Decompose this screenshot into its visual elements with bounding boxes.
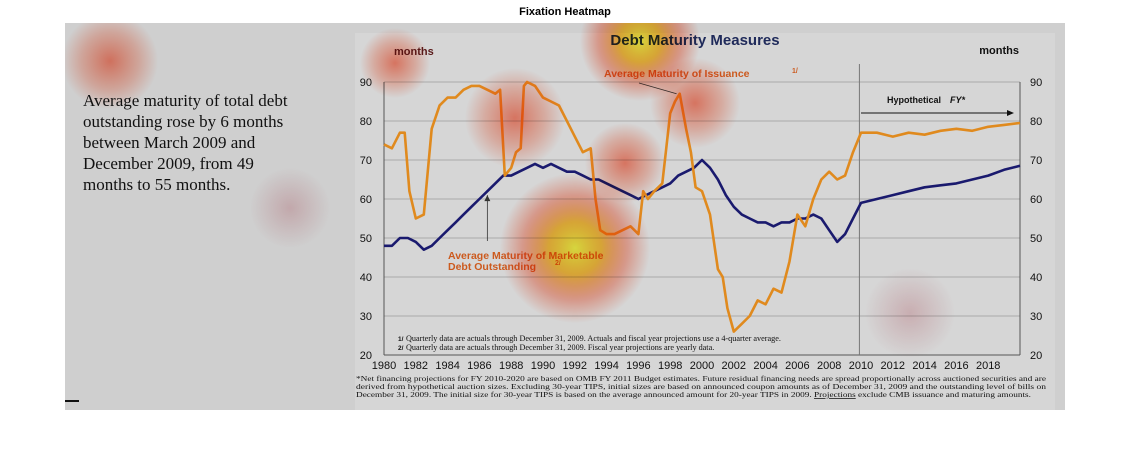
x-tick-1980: 1980 <box>372 360 396 372</box>
hypothetical-fy-label: FY* <box>950 95 966 105</box>
y-tick-right-30: 30 <box>1030 311 1042 323</box>
fixation-blob-left <box>250 168 330 248</box>
fixation-blob-center <box>465 68 565 168</box>
x-tick-1984: 1984 <box>435 360 459 372</box>
x-tick-2016: 2016 <box>944 360 968 372</box>
y-tick-right-60: 60 <box>1030 194 1042 206</box>
fixation-blob-issuance <box>650 58 740 148</box>
y-label-right: months <box>979 45 1019 57</box>
note-line-3-tail: exclude CMB issuance and maturing amount… <box>856 390 1031 399</box>
slide-image: 20 20 30 30 40 40 50 50 60 60 70 70 80 80 90 90 1980 1982… <box>62 0 1065 410</box>
y-tick-left-80: 80 <box>360 116 372 128</box>
fixation-blob-mid <box>585 123 665 203</box>
y-tick-right-20: 20 <box>1030 350 1042 362</box>
note-line-2: derived from hypothetical auction sizes.… <box>356 382 1046 391</box>
y-tick-left-30: 30 <box>360 311 372 323</box>
x-tick-2010: 2010 <box>849 360 873 372</box>
scale-mark <box>65 400 79 402</box>
x-tick-2008: 2008 <box>817 360 841 372</box>
fixation-blob-marketable <box>500 173 650 323</box>
x-tick-1998: 1998 <box>658 360 682 372</box>
x-tick-2018: 2018 <box>976 360 1000 372</box>
x-tick-1996: 1996 <box>626 360 650 372</box>
fixation-blob-right <box>865 268 955 358</box>
y-tick-right-70: 70 <box>1030 155 1042 167</box>
figure-title: Fixation Heatmap <box>519 6 611 18</box>
x-tick-1994: 1994 <box>594 360 618 372</box>
note-line-3: December 31, 2009. The initial size for … <box>356 390 1031 399</box>
x-tick-1992: 1992 <box>563 360 587 372</box>
fixation-heatmap-overlay <box>62 0 955 358</box>
marketable-arrowhead <box>484 195 491 202</box>
y-tick-left-60: 60 <box>360 194 372 206</box>
note-line-3-text: December 31, 2009. The initial size for … <box>356 390 814 399</box>
y-tick-left-50: 50 <box>360 233 372 245</box>
footnote-2-marker: 2/ <box>398 345 404 352</box>
footnote-2: Quarterly data are actuals through Decem… <box>406 343 714 352</box>
issuance-note-marker: 1/ <box>792 68 798 75</box>
footnote-1-marker: 1/ <box>398 336 404 343</box>
y-tick-left-70: 70 <box>360 155 372 167</box>
note-projections-word: Projections <box>814 390 856 399</box>
y-tick-right-80: 80 <box>1030 116 1042 128</box>
x-tick-1990: 1990 <box>531 360 555 372</box>
x-tick-2012: 2012 <box>881 360 905 372</box>
y-tick-right-90: 90 <box>1030 77 1042 89</box>
series-line-marketable-debt <box>384 158 1021 251</box>
fixation-blob-months <box>360 28 430 98</box>
x-tick-1988: 1988 <box>499 360 523 372</box>
y-tick-left-20: 20 <box>360 350 372 362</box>
x-tick-1982: 1982 <box>404 360 428 372</box>
x-tick-2000: 2000 <box>690 360 714 372</box>
x-tick-2014: 2014 <box>912 360 936 372</box>
y-tick-right-50: 50 <box>1030 233 1042 245</box>
x-tick-2004: 2004 <box>753 360 777 372</box>
x-tick-2006: 2006 <box>785 360 809 372</box>
note-line-1: *Net financing projections for FY 2010-2… <box>356 374 1047 383</box>
hypothetical-label: Hypothetical <box>887 95 941 105</box>
x-tick-2002: 2002 <box>722 360 746 372</box>
y-tick-left-40: 40 <box>360 272 372 284</box>
footnote-1: Quarterly data are actuals through Decem… <box>406 334 781 343</box>
y-tick-right-40: 40 <box>1030 272 1042 284</box>
hypothetical-arrowhead <box>1007 110 1014 116</box>
slide-paragraph: Average maturity of total debt outstandi… <box>83 91 288 194</box>
fixation-blob-topleft <box>62 13 158 109</box>
x-tick-1986: 1986 <box>467 360 491 372</box>
